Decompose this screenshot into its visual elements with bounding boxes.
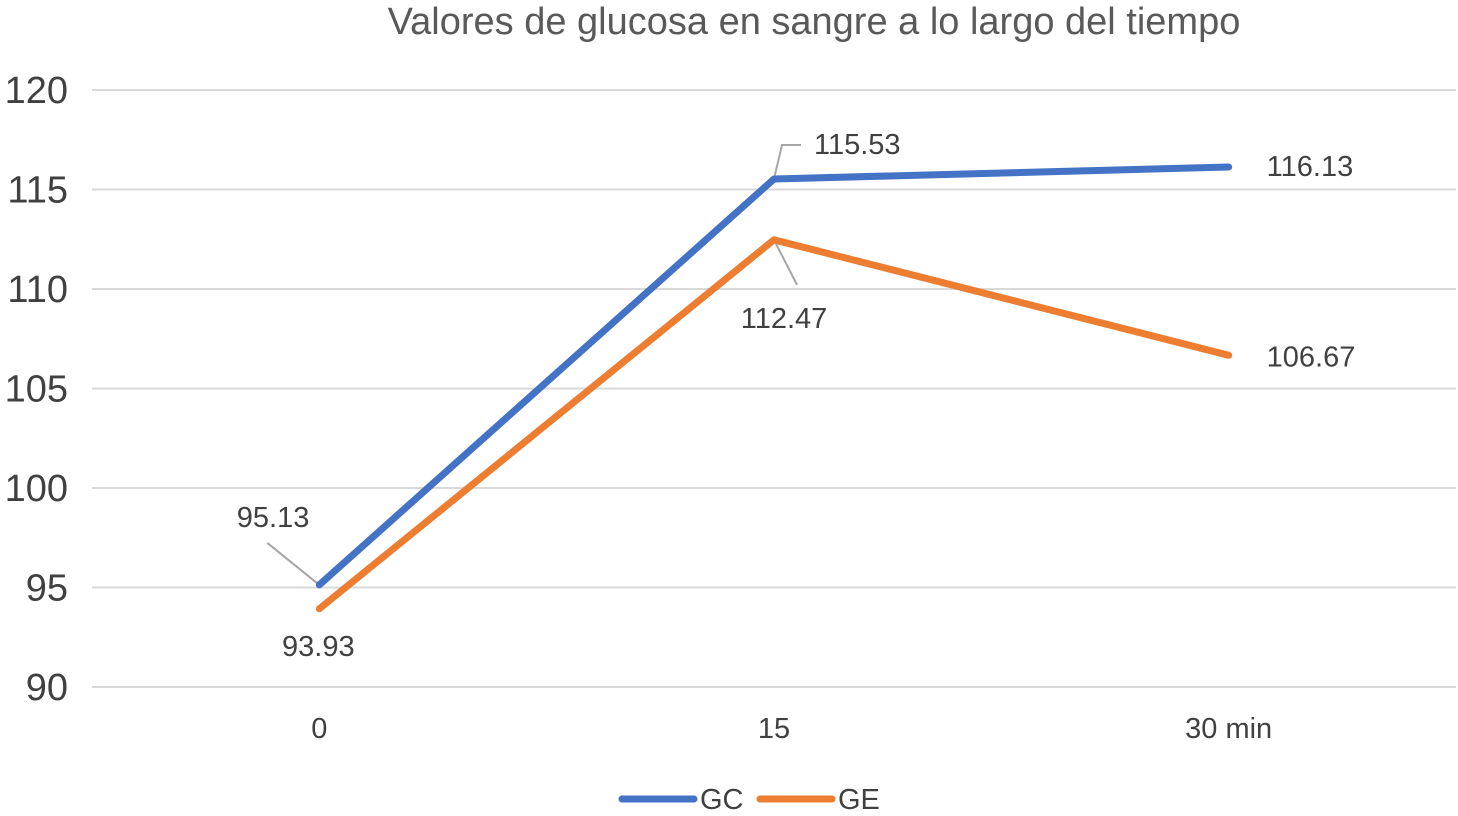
y-tick-label: 100 [5, 468, 68, 510]
legend-label-ge: GE [838, 784, 880, 816]
y-tick-label: 120 [5, 70, 68, 112]
series-line-ge [315, 236, 1233, 613]
data-label-gc: 116.13 [1267, 151, 1354, 183]
x-tick-label: 30 min [1185, 713, 1272, 745]
y-tick-label: 110 [7, 269, 68, 311]
x-axis-tick-labels: 0 15 30 min [311, 713, 1272, 745]
y-tick-label: 115 [7, 170, 68, 212]
legend-label-gc: GC [700, 784, 744, 816]
y-tick-label: 95 [26, 568, 68, 610]
data-label-ge: 106.67 [1267, 341, 1356, 373]
x-tick-label: 0 [311, 713, 327, 745]
data-label-gc: 95.13 [237, 502, 310, 534]
y-axis-tick-labels: 90 95 100 105 110 115 120 [5, 70, 68, 709]
x-tick-label: 15 [758, 713, 790, 745]
y-tick-label: 90 [26, 667, 68, 709]
leader-line [773, 143, 801, 180]
y-tick-label: 105 [5, 369, 68, 411]
data-label-leader-lines [266, 143, 801, 586]
series-line-gc [315, 163, 1233, 589]
data-label-gc: 115.53 [814, 129, 901, 161]
leader-line [773, 239, 798, 286]
data-label-ge: 112.47 [741, 303, 828, 335]
series-lines [315, 163, 1233, 613]
chart-title: Valores de glucosa en sangre a lo largo … [388, 1, 1241, 43]
data-labels: 95.13 115.53 116.13 93.93 112.47 106.67 [237, 129, 1356, 663]
legend: GC GE [618, 784, 880, 816]
leader-line [266, 542, 320, 586]
data-label-ge: 93.93 [282, 631, 355, 663]
